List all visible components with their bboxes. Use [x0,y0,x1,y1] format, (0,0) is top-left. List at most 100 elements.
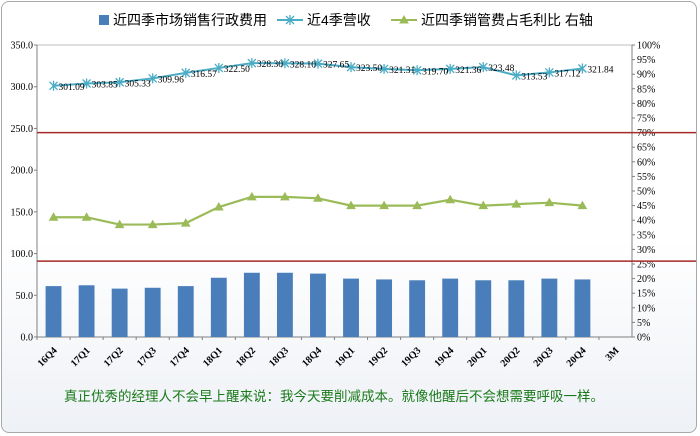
y2-tick-label: 70% [637,128,655,139]
x-tick-label: 17Q1 [69,345,93,369]
revenue-data-label: 323.50 [356,64,382,74]
revenue-point [577,63,587,74]
y2-tick-label: 55% [637,172,655,183]
revenue-data-label: 327.65 [323,61,349,71]
legend-label-ratio: 近四季销管费占毛利比 右轴 [421,12,593,28]
ratio-point [180,218,191,227]
revenue-data-label: 321.36 [455,66,481,76]
ratio-point [346,200,356,210]
bar [475,280,492,337]
ratio-point [213,202,224,211]
y2-tick-label: 100% [637,41,660,52]
revenue-data-label: 303.85 [92,81,118,91]
revenue-point [181,67,191,78]
revenue-data-label: 319.70 [422,67,448,77]
y-tick-label: 150.0 [11,207,34,218]
bar [310,273,326,337]
revenue-point [280,58,290,69]
revenue-point [313,58,323,69]
y2-tick-label: 40% [637,216,655,227]
ratio-point [48,212,59,221]
y2-tick-label: 95% [637,55,655,66]
revenue-data-label: 322.50 [224,65,250,75]
revenue-point [49,80,58,91]
revenue-points [49,58,587,91]
bar [442,278,459,337]
bar [276,272,293,337]
y2-tick-label: 10% [637,303,655,314]
x-tick-label: 20Q2 [499,345,523,369]
x-tick-label: 17Q4 [168,345,192,369]
revenue-point [346,62,356,73]
ratio-point [511,199,522,208]
revenue-point [445,63,455,74]
ratio-points [48,191,588,229]
y-tick-label: 100.0 [11,249,34,260]
revenue-point [379,63,389,74]
legend-label-revenue: 近4季营收 [307,12,371,28]
ratio-point [81,212,92,221]
ratio-point [478,200,489,210]
ratio-point [577,200,588,210]
revenue-data-label: 328.10 [290,60,316,70]
revenue-point [82,78,92,89]
ratio-point [399,14,409,24]
revenue-point [544,67,554,78]
bar [409,280,426,337]
x-tick-label: 18Q3 [267,345,291,369]
revenue-data-label: 321.31 [389,66,415,76]
revenue-point [412,65,422,76]
y2-tick-label: 25% [637,260,655,271]
x-tick-label: 17Q2 [102,345,126,369]
y-tick-label: 200.0 [11,166,34,177]
y2-tick-label: 65% [637,143,655,154]
x-tick-label: 19Q3 [399,345,423,369]
revenue-data-label: 321.84 [587,65,613,75]
bar [111,288,128,337]
revenue-point [148,73,158,84]
y2-tick-label: 75% [637,114,655,125]
ratio-point [412,200,423,210]
y-tick-label: 250.0 [11,124,34,135]
legend-swatch-bar [99,15,109,25]
bar [45,286,62,337]
ratio-point [544,197,555,207]
revenue-data-label: 301.09 [59,83,85,93]
x-tick-label: 19Q2 [366,345,390,369]
ratio-point [379,200,389,210]
y2-tick-label: 35% [637,230,655,241]
bar [508,280,525,337]
y2-tick-label: 15% [637,289,655,300]
x-tick-label: 19Q4 [432,345,456,369]
x-tick-label: 17Q3 [135,345,159,369]
y2-tick-label: 20% [637,274,655,285]
x-tick-label: 16Q4 [36,345,60,369]
revenue-point [511,70,521,81]
legend-label-bar: 近四季市场销售行政费用 [113,12,267,28]
y-tick-label: 300.0 [11,82,34,93]
ratio-point [147,219,158,229]
y2-tick-label: 60% [637,157,655,168]
revenue-data-label: 317.12 [554,69,580,79]
x-tick-label: 18Q2 [234,345,258,369]
y2-tick-label: 45% [637,201,655,212]
bar [144,287,161,337]
revenue-data-label: 305.33 [125,79,151,89]
revenue-point [214,62,224,73]
revenue-data-label: 313.53 [521,72,547,82]
y-tick-label: 350.0 [11,41,34,52]
revenue-point [115,77,125,88]
x-tick-label: 20Q1 [465,345,489,369]
revenue-data-label: 316.57 [191,70,217,80]
ratio-point [246,191,257,201]
bar [177,286,194,337]
bar [210,277,227,337]
revenue-data-label: 328.30 [257,60,283,70]
y2-tick-label: 30% [637,245,655,256]
y2-tick-label: 80% [637,99,655,110]
ratio-point [114,219,125,229]
legend: 近四季市场销售行政费用 近4季营收 近四季销管费占毛利比 右轴 [99,12,593,28]
y2-tick-label: 0% [637,333,650,344]
